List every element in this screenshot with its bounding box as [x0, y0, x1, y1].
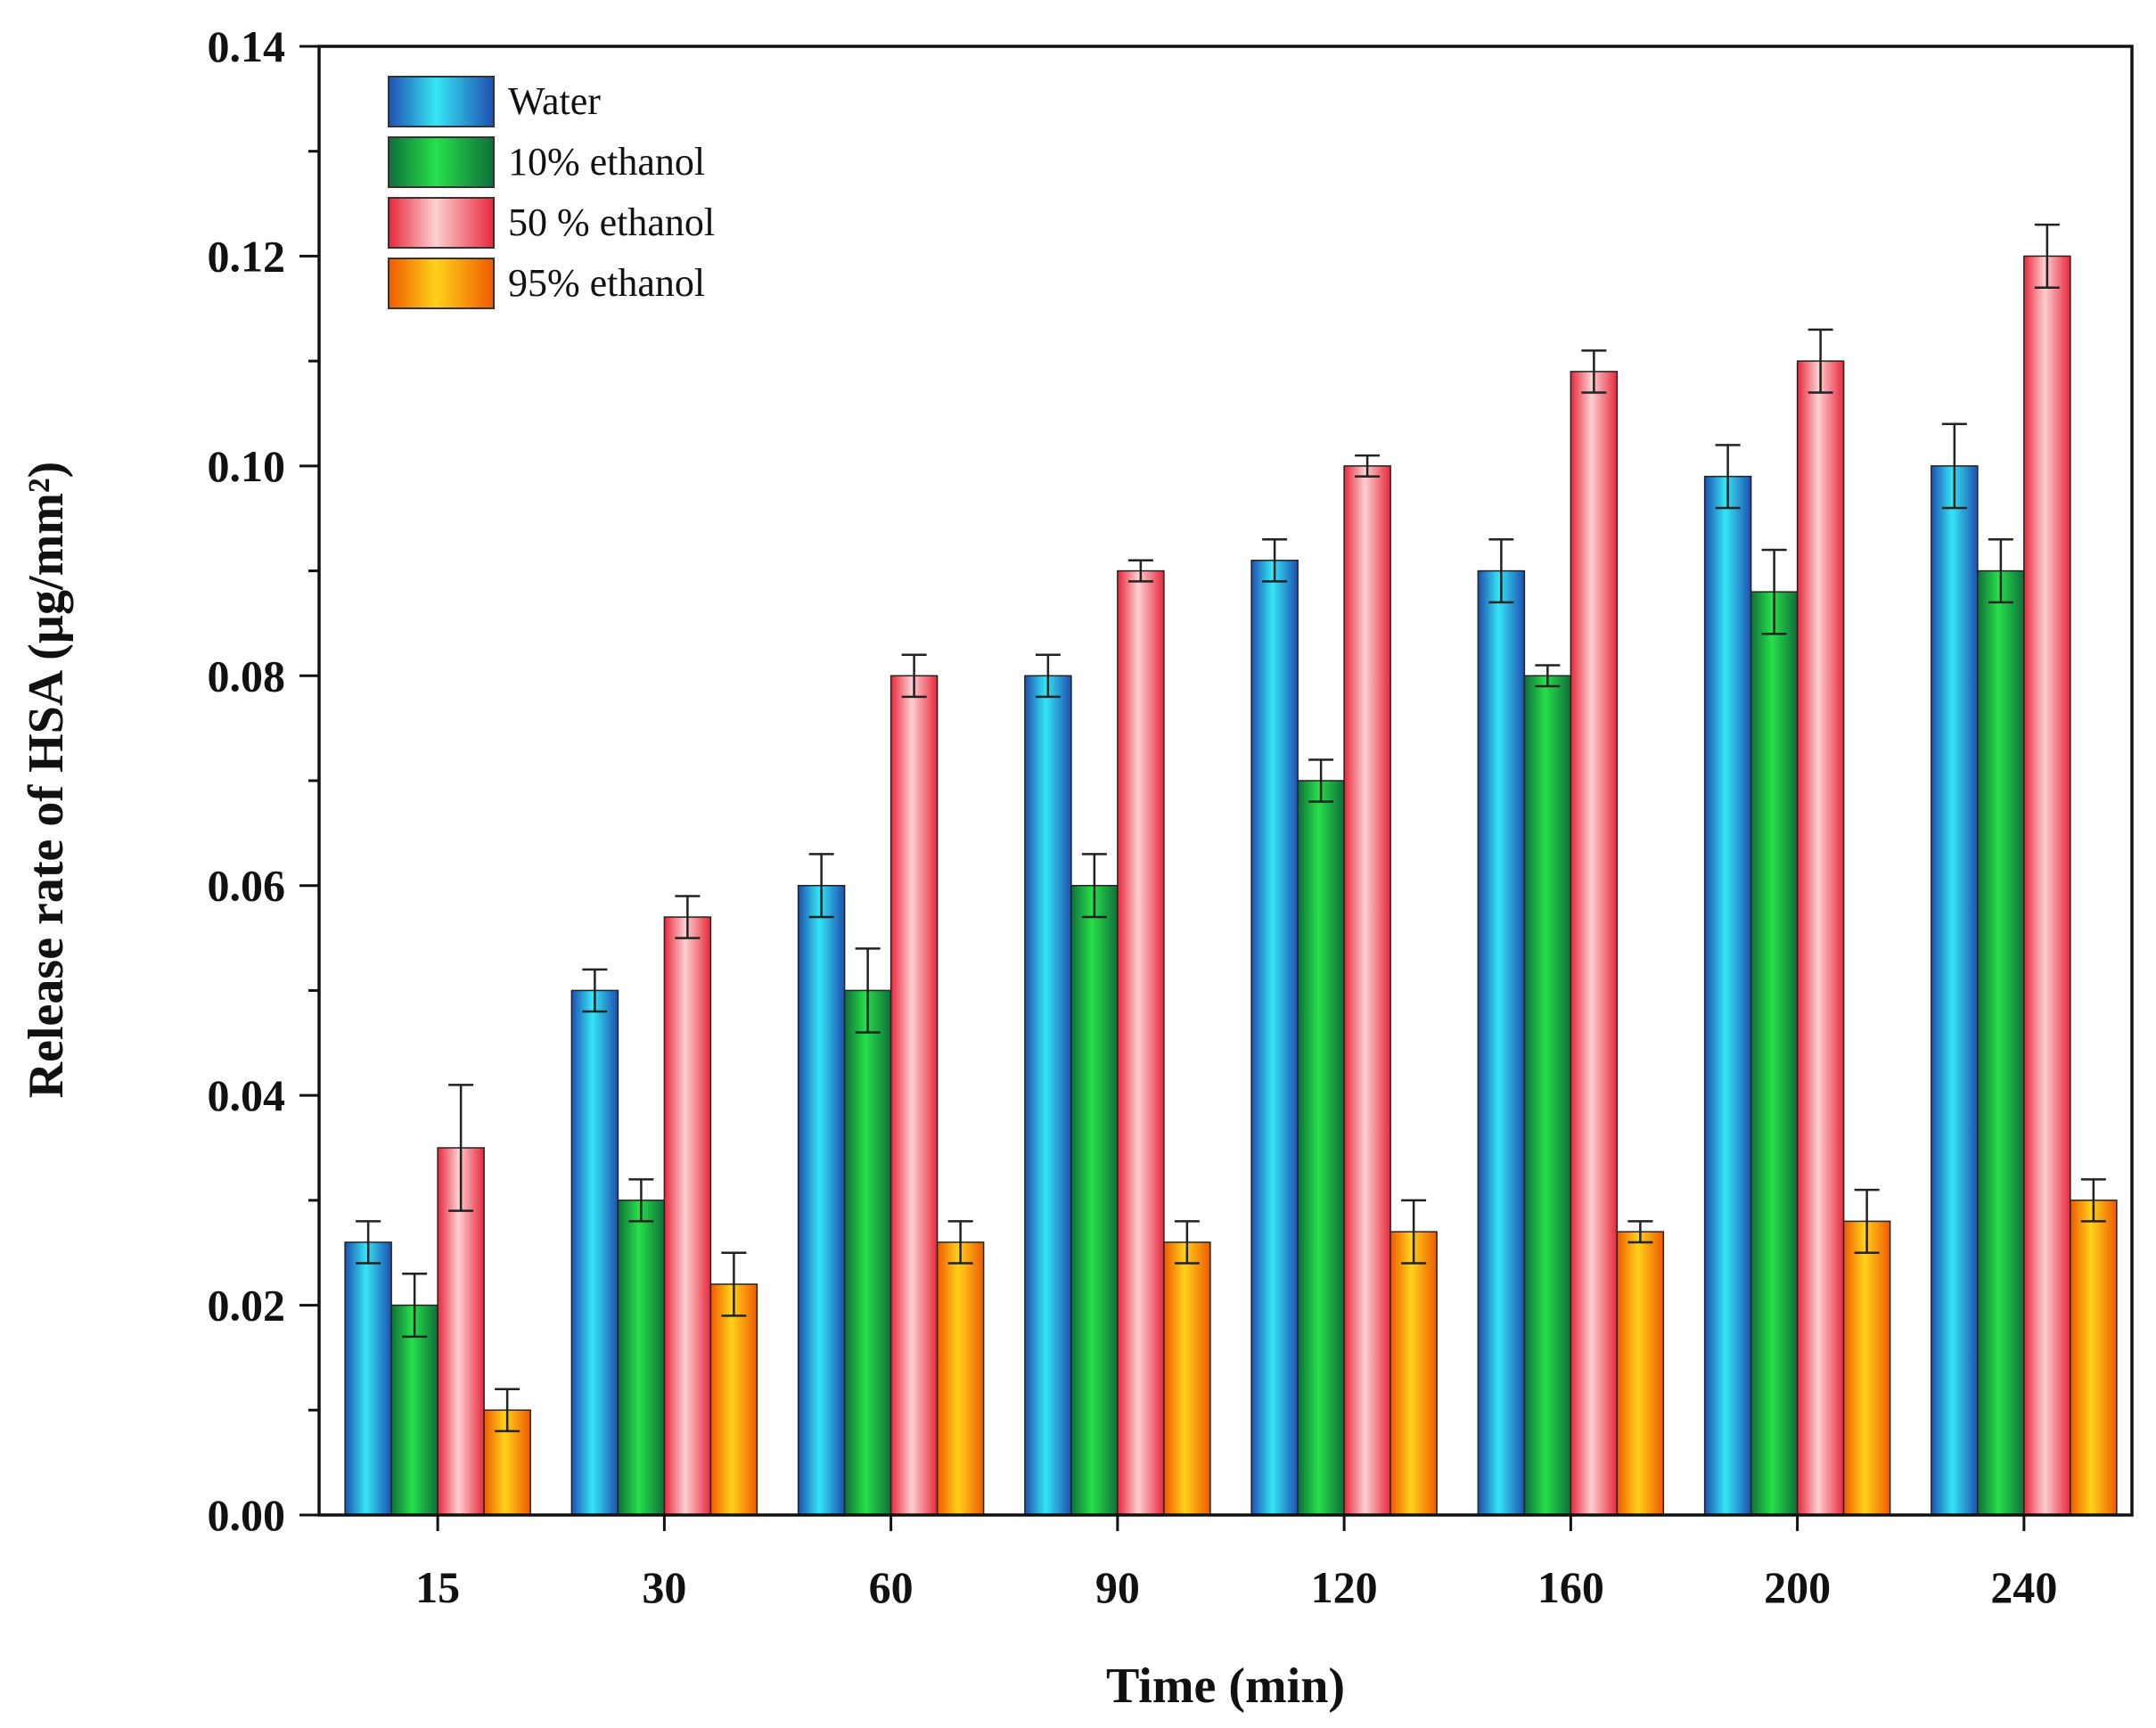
error-bar-50-ethanol-90: [1127, 559, 1153, 583]
x-tick-label: 90: [1095, 1562, 1140, 1612]
bar-water-90: [1024, 675, 1072, 1516]
bars-layer: [344, 255, 2118, 1516]
bar-50-ethanol-160: [1570, 371, 1619, 1516]
error-bar-50-ethanol-30: [675, 895, 701, 939]
bar-water-200: [1703, 475, 1752, 1516]
legend-label: Water: [508, 79, 601, 123]
y-tick-label: 0.06: [208, 861, 286, 911]
legend-label: 10% ethanol: [508, 140, 705, 184]
legend-swatch: [388, 258, 495, 309]
error-bar-10-ethanol-30: [628, 1178, 654, 1223]
error-bar-95-ethanol-60: [947, 1220, 973, 1265]
bar-water-240: [1931, 465, 1979, 1516]
bar-95-ethanol-60: [936, 1241, 985, 1516]
y-tick-label: 0.08: [208, 651, 286, 700]
y-tick-label: 0.14: [208, 21, 286, 71]
bar-50-ethanol-200: [1796, 360, 1845, 1516]
legend-swatch: [388, 76, 495, 127]
x-tick-label: 60: [869, 1562, 914, 1612]
bar-water-120: [1250, 560, 1299, 1516]
error-bar-50-ethanol-160: [1581, 349, 1607, 394]
bar-water-30: [570, 989, 619, 1516]
bar-10-ethanol-240: [1977, 569, 2025, 1516]
legend-item-water: Water: [388, 76, 601, 127]
error-bar-95-ethanol-120: [1401, 1199, 1427, 1265]
y-tick-label: 0.02: [208, 1281, 286, 1331]
bar-10-ethanol-120: [1297, 780, 1345, 1516]
legend-swatch: [388, 197, 495, 249]
bar-10-ethanol-15: [390, 1304, 439, 1516]
error-bar-10-ethanol-90: [1081, 853, 1107, 919]
bar-50-ethanol-120: [1343, 465, 1391, 1516]
x-tick-label: 15: [415, 1562, 460, 1612]
bar-50-ethanol-60: [889, 675, 939, 1516]
bar-water-15: [344, 1241, 392, 1516]
bar-95-ethanol-160: [1616, 1231, 1665, 1516]
error-bar-50-ethanol-60: [901, 653, 927, 699]
error-bar-50-ethanol-15: [448, 1084, 474, 1212]
legend-swatch: [388, 136, 495, 188]
error-bar-water-60: [808, 853, 834, 919]
bar-95-ethanol-240: [2070, 1200, 2118, 1516]
error-bar-95-ethanol-200: [1854, 1188, 1880, 1254]
bar-10-ethanol-30: [617, 1200, 666, 1516]
bar-95-ethanol-200: [1842, 1220, 1891, 1516]
bar-50-ethanol-30: [663, 916, 712, 1516]
error-bar-10-ethanol-240: [1988, 538, 2013, 604]
error-bar-95-ethanol-240: [2080, 1178, 2106, 1223]
legend-item-10-ethanol: 10% ethanol: [388, 136, 705, 188]
error-bar-10-ethanol-60: [855, 947, 881, 1034]
y-tick-label: 0.12: [208, 231, 286, 281]
bar-50-ethanol-240: [2023, 255, 2071, 1516]
error-bar-10-ethanol-160: [1535, 664, 1561, 688]
bar-10-ethanol-60: [843, 989, 892, 1516]
bar-50-ethanol-90: [1117, 569, 1165, 1516]
x-tick-label: 30: [642, 1562, 686, 1612]
legend-label: 95% ethanol: [508, 261, 705, 305]
x-axis-title: Time (min): [1106, 1658, 1345, 1714]
y-axis-title: Release rate of HSA (µg/mm²): [19, 462, 74, 1099]
error-bar-50-ethanol-240: [2034, 223, 2060, 289]
error-bar-water-120: [1262, 538, 1288, 583]
bar-10-ethanol-200: [1750, 591, 1799, 1516]
error-bar-10-ethanol-120: [1308, 758, 1334, 803]
legend: Water 10% ethanol 50 % ethanol 95% ethanol: [388, 76, 715, 309]
error-bars-layer: [356, 223, 2106, 1433]
legend-item-95-ethanol: 95% ethanol: [388, 258, 705, 309]
bar-95-ethanol-30: [709, 1283, 758, 1516]
x-tick-label: 200: [1764, 1562, 1831, 1612]
error-bar-95-ethanol-30: [721, 1251, 747, 1317]
error-bar-95-ethanol-160: [1627, 1220, 1653, 1244]
error-bar-10-ethanol-200: [1761, 548, 1787, 635]
legend-label: 50 % ethanol: [508, 201, 715, 244]
error-bar-95-ethanol-90: [1174, 1220, 1200, 1265]
error-bar-water-90: [1035, 653, 1061, 699]
axes-layer: 15 30 60 90 120 160 200 240 0.00 0.02 0.04 0.06 0.08…: [208, 21, 2134, 1612]
y-tick-label: 0.00: [208, 1490, 286, 1540]
error-bar-10-ethanol-15: [402, 1273, 428, 1339]
bar-10-ethanol-160: [1523, 675, 1572, 1516]
x-tick-label: 120: [1311, 1562, 1378, 1612]
error-bar-water-200: [1715, 444, 1741, 510]
error-bar-50-ethanol-200: [1808, 328, 1833, 394]
bar-95-ethanol-90: [1163, 1241, 1211, 1516]
error-bar-water-30: [582, 968, 608, 1013]
y-tick-label: 0.10: [208, 441, 286, 491]
error-bar-50-ethanol-120: [1355, 454, 1381, 478]
error-bar-water-240: [1941, 422, 1967, 510]
bar-water-160: [1477, 569, 1526, 1516]
error-bar-water-160: [1488, 538, 1514, 604]
bar-10-ethanol-90: [1070, 884, 1119, 1516]
error-bar-95-ethanol-15: [495, 1388, 521, 1433]
y-tick-label: 0.04: [208, 1070, 286, 1120]
x-tick-label: 240: [1990, 1562, 2057, 1612]
bar-water-60: [797, 884, 846, 1516]
x-tick-label: 160: [1537, 1562, 1604, 1612]
legend-item-50-ethanol: 50 % ethanol: [388, 197, 715, 249]
error-bar-water-15: [356, 1220, 381, 1265]
bar-95-ethanol-120: [1390, 1231, 1438, 1516]
